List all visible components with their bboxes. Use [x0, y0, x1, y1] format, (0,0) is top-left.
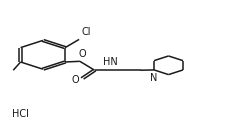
Text: N: N	[150, 73, 158, 83]
Text: Cl: Cl	[81, 27, 91, 37]
Text: O: O	[78, 49, 86, 59]
Text: O: O	[72, 75, 79, 85]
Text: HCl: HCl	[12, 109, 29, 119]
Text: HN: HN	[103, 57, 118, 67]
